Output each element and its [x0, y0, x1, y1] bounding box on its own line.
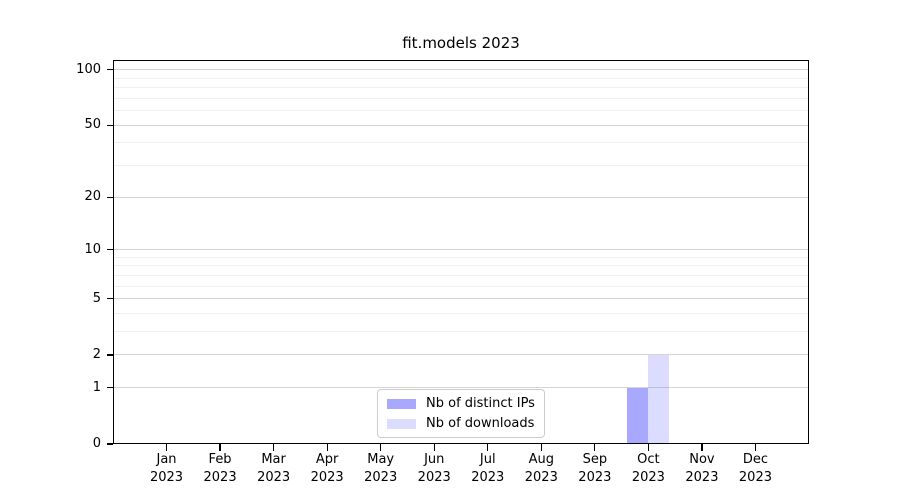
legend-item: Nb of distinct IPs [387, 394, 535, 413]
plot-area [113, 60, 809, 444]
legend-swatch-nb-of-distinct-ips [387, 398, 416, 409]
legend: Nb of distinct IPs Nb of downloads [377, 389, 545, 438]
y-tick-mark [106, 443, 113, 445]
legend-swatch-nb-of-downloads [387, 418, 416, 429]
y-tick-mark [106, 124, 113, 126]
gridline-major [113, 298, 809, 300]
y-tick-label: 5 [92, 290, 101, 306]
x-tick-label: Nov 2023 [685, 452, 719, 485]
y-tick-mark [106, 248, 113, 251]
gridline-minor [113, 97, 809, 99]
x-tick-label: Jul 2023 [471, 452, 505, 485]
y-tick-label: 100 [76, 61, 101, 77]
x-tick-mark [754, 444, 757, 451]
x-tick-label: Aug 2023 [524, 452, 558, 485]
gridline-minor [113, 313, 809, 314]
x-tick-mark [219, 444, 221, 451]
x-tick-label: Dec 2023 [738, 452, 772, 485]
gridline-minor [113, 285, 809, 287]
x-tick-label: Feb 2023 [203, 452, 237, 485]
x-tick-label: Jun 2023 [417, 452, 451, 485]
gridline-minor [113, 274, 809, 276]
gridline-minor [113, 256, 809, 258]
chart-title: fit.models 2023 [402, 34, 520, 52]
y-tick-mark [106, 387, 113, 389]
x-tick-mark [540, 444, 542, 451]
gridline-minor [113, 265, 809, 267]
y-tick-mark [106, 196, 113, 198]
gridline-minor [113, 87, 809, 89]
y-tick-mark [106, 298, 113, 300]
legend-label: Nb of downloads [426, 416, 535, 431]
gridline-major [113, 387, 809, 389]
gridline-major [113, 249, 809, 251]
x-tick-label: Sep 2023 [578, 452, 612, 485]
gridline-minor [113, 77, 809, 79]
bar-nb-of-distinct-ips [627, 387, 649, 444]
bar-nb-of-downloads [648, 354, 670, 444]
y-tick-mark [106, 69, 113, 71]
gridline-major [113, 69, 809, 71]
x-tick-label: Jan 2023 [149, 452, 184, 485]
x-tick-label: May 2023 [364, 452, 398, 485]
legend-label: Nb of distinct IPs [426, 396, 535, 411]
x-tick-label: Apr 2023 [310, 452, 344, 485]
x-tick-mark [594, 444, 596, 451]
gridline-major [113, 124, 809, 126]
x-tick-label: Mar 2023 [257, 452, 291, 485]
x-tick-mark [380, 444, 382, 451]
x-tick-mark [487, 444, 489, 451]
y-tick-label: 20 [84, 189, 101, 205]
x-tick-mark [647, 444, 649, 451]
gridline-major [113, 196, 809, 198]
y-tick-label: 10 [84, 241, 101, 257]
y-tick-mark [106, 354, 113, 356]
x-tick-label: Oct 2023 [631, 452, 665, 485]
gridline-minor [113, 165, 809, 167]
y-tick-label: 2 [92, 346, 101, 362]
x-tick-mark [326, 444, 328, 451]
y-tick-label: 1 [92, 379, 101, 395]
legend-item: Nb of downloads [387, 414, 535, 433]
x-tick-mark [273, 444, 275, 451]
x-tick-mark [433, 444, 435, 451]
x-tick-mark [165, 444, 168, 451]
y-tick-label: 0 [92, 436, 101, 451]
gridline-minor [113, 331, 809, 333]
x-tick-mark [701, 444, 703, 451]
gridline-minor [113, 142, 809, 144]
y-tick-label: 50 [84, 117, 101, 133]
gridline-major [113, 354, 809, 356]
gridline-minor [113, 110, 809, 112]
